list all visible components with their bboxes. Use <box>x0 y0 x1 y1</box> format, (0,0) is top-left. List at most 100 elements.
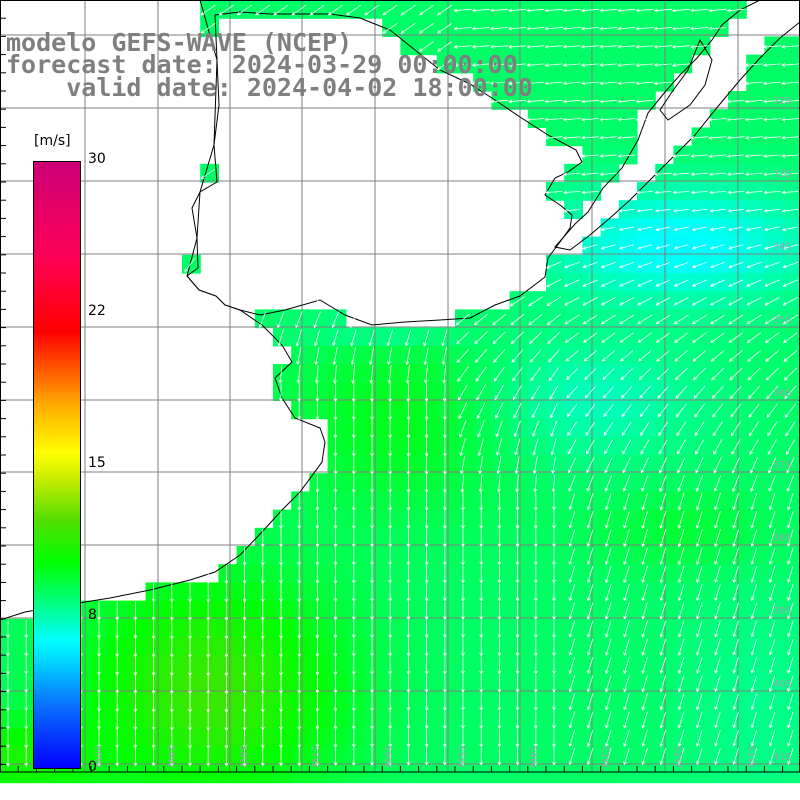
wind-speed-cell <box>564 564 583 583</box>
wind-arrow <box>546 313 561 326</box>
wind-arrow <box>786 457 795 474</box>
wind-arrow <box>497 510 502 530</box>
wind-arrow <box>515 529 520 548</box>
wind-speed-cell <box>546 91 565 110</box>
wind-speed-cell <box>600 527 620 547</box>
wind-arrow <box>586 475 594 492</box>
wind-speed-cell <box>746 709 765 729</box>
wind-speed-cell <box>473 491 492 511</box>
wind-arrow <box>552 674 556 693</box>
wind-arrow <box>296 365 301 384</box>
wind-arrow <box>489 99 509 104</box>
wind-speed-cell <box>637 600 656 620</box>
wind-arrow <box>732 529 739 548</box>
wind-arrow <box>533 565 538 584</box>
wind-arrow <box>406 474 411 494</box>
wind-speed-cell <box>637 182 656 201</box>
wind-speed-cell <box>728 564 747 583</box>
wind-arrow <box>405 329 412 347</box>
wind-arrow <box>461 510 465 530</box>
colorbar <box>33 161 81 769</box>
wind-speed-cell <box>436 691 456 711</box>
wind-arrow <box>623 729 630 747</box>
wind-arrow <box>497 674 502 693</box>
wind-speed-cell <box>491 637 511 656</box>
wind-arrow <box>418 41 434 52</box>
wind-arrow <box>552 565 556 584</box>
wind-arrow <box>526 8 545 13</box>
wind-arrow <box>605 638 612 656</box>
wind-speed-cell <box>436 764 456 784</box>
wind-speed-cell <box>473 509 492 529</box>
wind-arrow <box>562 172 581 177</box>
wind-speed-cell <box>527 764 547 784</box>
wind-arrow <box>654 208 671 213</box>
wind-arrow <box>782 244 799 250</box>
wind-speed-cell <box>273 655 292 674</box>
wind-speed-cell <box>309 509 329 529</box>
wind-speed-cell <box>546 728 565 747</box>
wind-speed-cell <box>728 582 747 602</box>
wind-arrow <box>677 638 685 656</box>
wind-arrow <box>508 81 527 86</box>
wind-arrow <box>619 279 634 287</box>
wind-speed-cell <box>782 546 800 565</box>
wind-arrow <box>423 329 430 347</box>
wind-speed-cell <box>546 182 565 201</box>
wind-arrow <box>552 693 556 712</box>
wind-speed-cell <box>455 600 474 620</box>
wind-arrow <box>655 314 671 325</box>
wind-speed-cell <box>746 127 765 147</box>
wind-arrow <box>566 403 578 418</box>
wind-arrow <box>6 620 10 639</box>
wind-arrow <box>351 474 356 494</box>
wind-speed-cell <box>436 655 456 674</box>
wind-speed-cell <box>637 473 656 492</box>
wind-speed-cell <box>127 618 147 638</box>
wind-arrow <box>260 528 265 548</box>
wind-arrow <box>708 8 727 13</box>
wind-arrow <box>732 693 739 711</box>
wind-speed-cell <box>473 746 492 765</box>
wind-speed-cell <box>618 200 638 219</box>
wind-speed-cell <box>546 309 565 329</box>
wind-arrow <box>479 602 484 621</box>
wind-speed-cell <box>709 637 729 656</box>
wind-speed-cell <box>709 200 729 219</box>
wind-speed-cell <box>491 18 511 37</box>
wind-speed-cell <box>436 400 456 420</box>
wind-arrow <box>677 729 685 747</box>
wind-arrow <box>564 332 580 343</box>
wind-arrow <box>388 492 393 512</box>
wind-arrow <box>732 711 739 729</box>
wind-arrow <box>563 190 581 195</box>
wind-speed-cell <box>637 72 656 92</box>
wind-speed-cell <box>400 527 420 547</box>
wind-speed-cell <box>364 618 383 638</box>
wind-arrow <box>640 421 650 436</box>
wind-arrow <box>787 620 794 638</box>
wind-speed-cell <box>764 728 784 747</box>
wind-speed-cell <box>436 382 456 401</box>
wind-arrow <box>659 457 668 474</box>
wind-arrow <box>636 208 653 213</box>
wind-arrow <box>673 314 689 325</box>
wind-arrow <box>768 675 776 693</box>
wind-arrow <box>671 26 691 31</box>
wind-arrow <box>489 81 509 86</box>
wind-speed-cell <box>345 345 365 365</box>
wind-arrow <box>544 8 563 13</box>
wind-speed-cell <box>0 637 19 656</box>
wind-speed-cell <box>200 618 219 638</box>
colorbar-tick-label: 8 <box>88 607 97 623</box>
wind-speed-cell <box>273 746 292 765</box>
wind-arrow <box>424 364 428 384</box>
valid-date: valid date: 2024-04-02 18:00:00 <box>6 75 533 100</box>
wind-arrow <box>333 583 338 603</box>
wind-speed-cell <box>546 527 565 547</box>
wind-arrow <box>368 329 375 347</box>
wind-arrow <box>533 492 538 511</box>
wind-speed-cell <box>455 0 474 19</box>
wind-arrow <box>479 693 484 712</box>
wind-arrow <box>200 168 216 180</box>
